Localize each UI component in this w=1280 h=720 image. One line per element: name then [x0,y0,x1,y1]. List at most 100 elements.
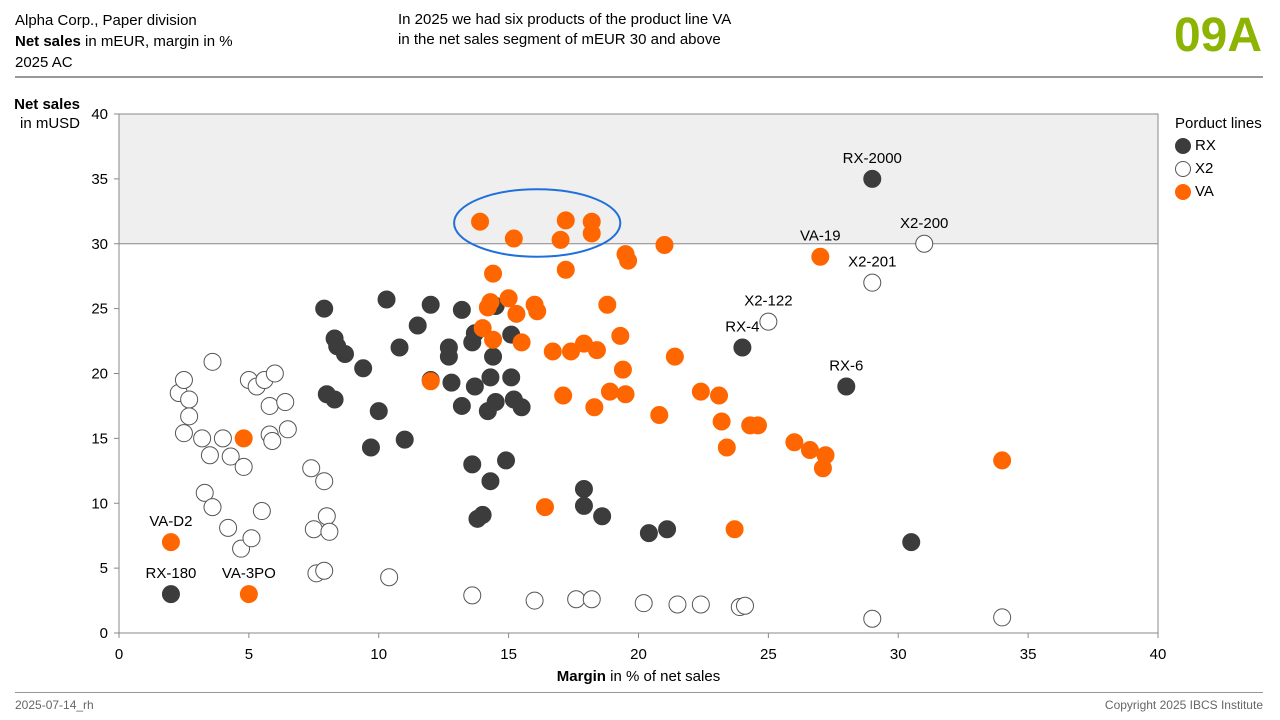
legend-item-x2: X2 [1175,157,1262,180]
point-x2 [252,502,271,521]
point-va [471,212,490,231]
x-axis-title-unit: in % of net sales [606,668,720,685]
point-va [725,520,744,539]
scenario-label: 2025 AC [15,54,73,71]
point-label: X2-122 [744,293,792,310]
point-x2 [180,407,199,426]
point-va [528,302,547,321]
point-x2 [735,596,754,615]
point-va [239,585,258,604]
point-rx [315,299,334,318]
point-va [484,264,503,283]
point-rx [863,169,882,188]
legend-label-rx: RX [1195,137,1216,154]
point-va [811,247,830,266]
point-x2 [200,446,219,465]
point-rx [639,524,658,543]
point-x2 [634,594,653,613]
point-x2 [174,370,193,389]
point-rx [486,393,505,412]
point-rx [442,373,461,392]
point-va [613,360,632,379]
point-x2 [195,483,214,502]
point-va [600,382,619,401]
point-va [712,412,731,431]
point-va [554,386,573,405]
point-rx [421,295,440,314]
point-x2 [668,595,687,614]
point-rx [481,368,500,387]
point-va [234,429,253,448]
point-x2 [203,352,222,371]
point-rx [733,338,752,357]
point-rx [837,377,856,396]
y-axis-title-unit: in mUSD [19,115,80,132]
point-va [800,441,819,460]
point-x2 [263,431,282,450]
y-tick-label: 35 [91,171,108,188]
legend-swatch-rx [1175,137,1191,154]
footer-divider [15,692,1263,693]
point-va [665,347,684,366]
footer-date: 2025-07-14_rh [15,698,94,712]
x-tick-label: 5 [245,646,253,663]
point-va [535,498,554,517]
y-tick-label: 15 [91,430,108,447]
point-rx [658,520,677,539]
point-x2 [759,312,778,331]
point-va [484,330,503,349]
point-x2 [567,590,586,609]
point-x2 [203,498,222,517]
point-x2 [180,390,199,409]
point-va [582,224,601,243]
point-va [993,451,1012,470]
y-tick-label: 0 [100,625,108,642]
highlight-band [119,114,1158,244]
x-tick-label: 0 [115,646,123,663]
point-x2 [234,457,253,476]
point-x2 [193,429,212,448]
point-x2 [525,591,544,610]
point-x2 [278,420,297,439]
highlight-ellipse [453,188,622,258]
point-x2 [213,429,232,448]
point-rx [452,300,471,319]
point-label: RX-6 [829,357,863,374]
point-x2 [302,459,321,478]
point-x2 [221,447,240,466]
point-va [785,433,804,452]
point-rx [502,368,521,387]
point-x2 [463,586,482,605]
point-va [421,372,440,391]
point-x2 [276,393,295,412]
point-rx [161,585,180,604]
x-tick-label: 35 [1020,646,1037,663]
x-tick-label: 25 [760,646,777,663]
y-axis-title: Net sales in mUSD [8,95,80,133]
point-x2 [380,568,399,587]
y-tick-label: 20 [91,366,108,383]
point-va [619,251,638,270]
point-rx [497,451,516,470]
point-rx [574,479,593,498]
point-x2 [320,522,339,541]
point-va [691,382,710,401]
legend: Porduct lines RX X2 VA [1175,114,1262,203]
y-tick-label: 25 [91,301,108,318]
point-x2 [915,234,934,253]
point-x2 [315,561,334,580]
point-va [481,293,500,312]
point-rx [377,290,396,309]
point-x2 [265,364,284,383]
point-va [585,398,604,417]
point-label: VA-3PO [222,565,276,582]
point-label: RX-180 [146,565,197,582]
point-va [816,446,835,465]
y-tick-label: 30 [91,236,108,253]
point-va [650,406,669,425]
measure-rest: in mEUR, margin in % [80,33,233,50]
point-x2 [691,595,710,614]
point-rx [354,359,373,378]
legend-item-rx: RX [1175,134,1262,157]
